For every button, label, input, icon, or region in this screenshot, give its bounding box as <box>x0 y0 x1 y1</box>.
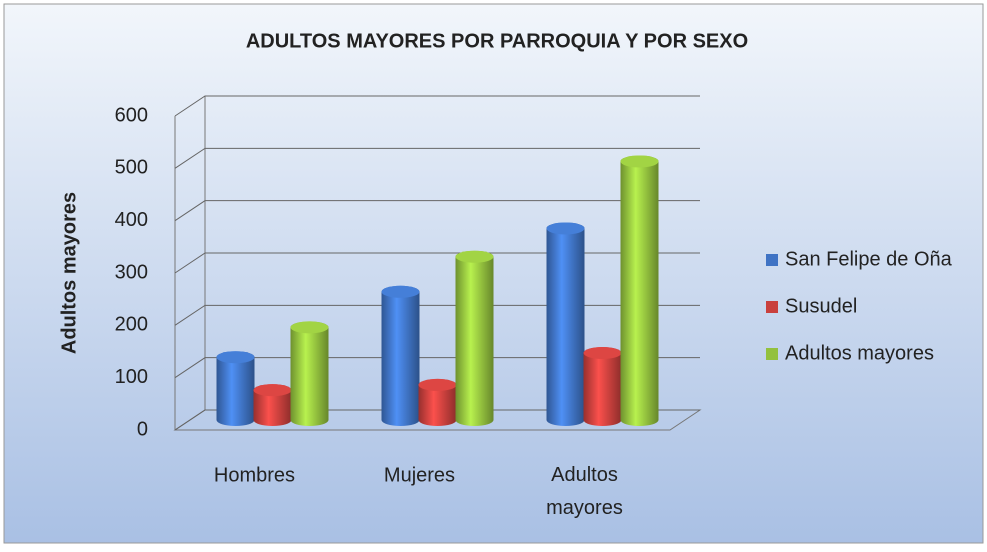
bar-top <box>290 321 329 334</box>
grid-line <box>174 95 700 117</box>
legend-swatch <box>766 301 778 313</box>
bar <box>583 347 622 426</box>
bar-top <box>546 222 585 235</box>
y-tick-label: 500 <box>115 157 148 179</box>
y-tick-label: 400 <box>115 209 148 231</box>
bar-top <box>216 351 255 364</box>
legend-swatch <box>766 348 778 360</box>
bar-top <box>455 250 494 263</box>
bar <box>546 222 585 426</box>
bar-top <box>620 155 659 168</box>
bar-top <box>418 378 457 391</box>
y-tick-label: 100 <box>115 366 148 388</box>
grid-line <box>174 304 700 326</box>
x-tick-label: Mujeres <box>384 464 455 486</box>
bar <box>381 285 420 426</box>
y-tick-label: 300 <box>115 261 148 283</box>
bar <box>216 351 255 426</box>
x-tick-label: Adultos mayores <box>546 464 623 519</box>
chart-title: ADULTOS MAYORES POR PARROQUIA Y POR SEXO <box>246 30 748 52</box>
y-axis-label: Adultos mayores <box>58 192 80 354</box>
legend-label: Susudel <box>785 295 857 317</box>
legend-label: San Felipe de Oña <box>785 248 953 270</box>
bar-top <box>583 347 622 360</box>
grid-line <box>174 409 700 431</box>
y-tick-label: 200 <box>115 314 148 336</box>
grid-line <box>174 357 700 379</box>
bar <box>620 155 659 426</box>
y-tick-label: 0 <box>137 418 148 440</box>
legend-label: Adultos mayores <box>785 342 934 364</box>
y-tick-label: 600 <box>115 104 148 126</box>
bar <box>290 321 329 426</box>
bar <box>418 378 457 426</box>
bar-top <box>253 384 292 397</box>
grid-line <box>174 147 700 169</box>
x-tick-label: Hombres <box>214 464 295 486</box>
grid-line <box>174 252 700 274</box>
grid-line <box>174 200 700 222</box>
bar <box>455 250 494 426</box>
legend-swatch <box>766 254 778 266</box>
bar-top <box>381 285 420 298</box>
